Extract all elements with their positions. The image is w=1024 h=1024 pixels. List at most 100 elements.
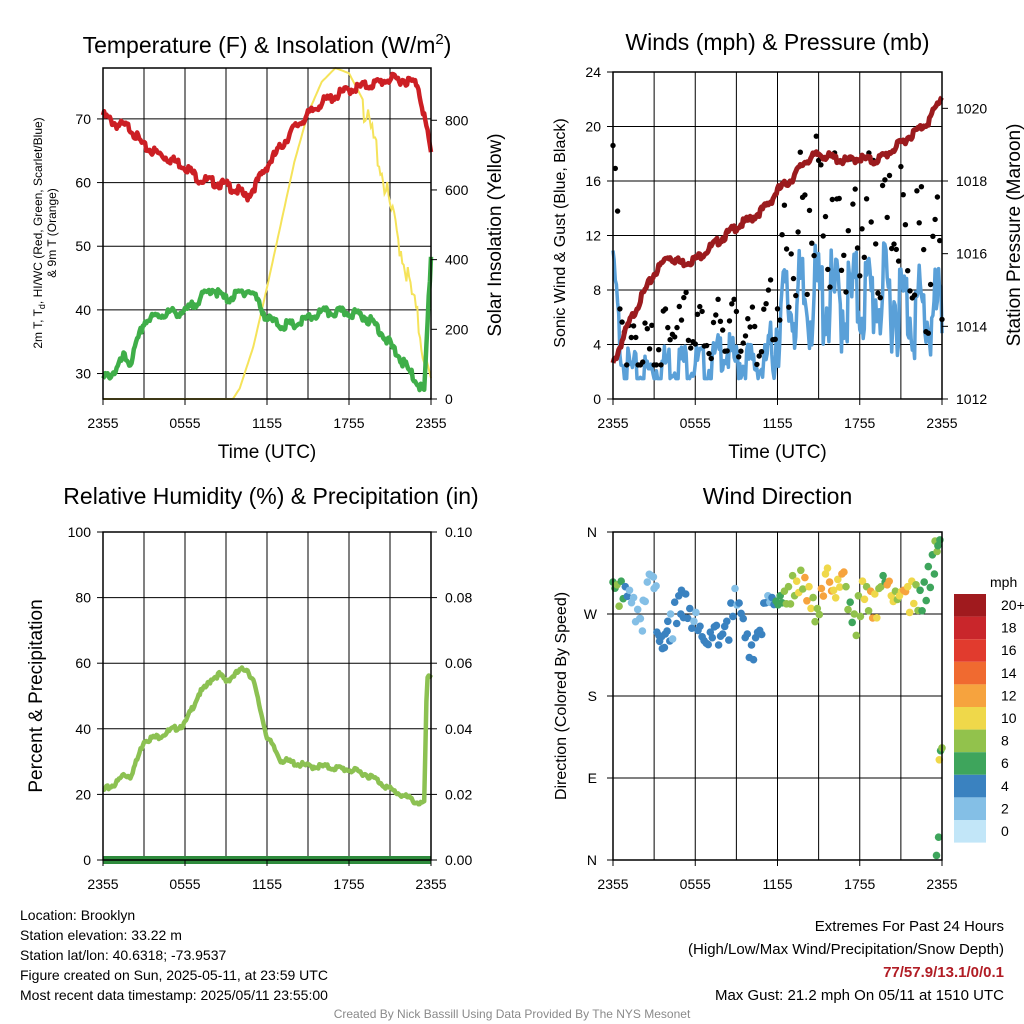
legend-swatch [954,684,986,707]
legend-swatch [954,616,986,640]
gust-point [825,266,831,273]
gust-point [729,301,735,307]
y-tick-label: 0 [83,852,91,868]
direction-tick-label: W [584,606,598,622]
direction-point [933,547,941,556]
gust-point [676,303,682,310]
legend-label: 8 [1001,733,1009,749]
direction-point [625,586,634,595]
gust-point [914,188,920,194]
gust-point [911,292,918,298]
gust-point [644,326,650,332]
x-tick-label: 1155 [762,415,792,431]
direction-point [696,622,704,631]
gust-point [937,237,943,244]
legend-swatch [954,797,986,820]
direction-point [688,624,696,632]
direction-point [623,592,632,601]
x-tick-label: 1755 [333,876,364,892]
y-tick-label: 20 [75,786,91,802]
gust-point [767,277,774,283]
gust-point [841,252,847,258]
direction-point [663,627,671,635]
direction-point [905,608,914,617]
gust-point [813,133,819,139]
direction-point [683,614,692,623]
y-tick-label: 60 [75,655,91,671]
x-tick-label: 1155 [252,876,282,892]
gust-point [726,318,733,324]
dir-ylabel: Direction (Colored By Speed) [553,592,570,800]
y-tick-label: 30 [75,366,91,382]
y-tick-label: 0 [593,391,601,407]
direction-point [817,584,826,593]
gust-point [884,214,890,221]
gust-point [845,228,851,234]
x-tick-label: 1755 [844,876,875,892]
direction-point [879,571,887,580]
legend-swatch [954,594,986,617]
gust-point [694,311,701,317]
gust-point [630,323,637,329]
direction-point [617,577,625,585]
direction-point [797,566,805,575]
gust-point [793,292,799,299]
gust-point [882,177,888,183]
direction-point [819,592,828,600]
direction-point [633,605,642,614]
direction-point [856,612,865,621]
gust-point [811,252,817,259]
gust-point [733,308,740,315]
direction-point [918,607,926,615]
x-tick-label: 2355 [415,415,446,431]
gust-point [656,347,662,353]
gust-point [713,312,719,318]
direction-point [815,610,824,619]
direction-point [873,614,881,622]
gust-point [624,362,630,368]
gust-point [685,337,692,343]
gust-point [662,306,669,312]
y-tick-label: 12 [585,228,601,244]
gust-point [886,172,893,179]
direction-point [749,655,758,664]
legend-swatch [954,707,986,730]
gust-point [697,303,703,310]
gust-point [619,319,625,325]
direction-point [825,578,834,586]
y-tick-label: 4 [593,337,601,353]
gust-point [930,233,936,239]
direction-point [704,640,712,649]
gust-point [715,296,721,302]
y-tick-label: 100 [68,524,92,540]
y2-tick-label: 0.10 [445,524,472,540]
gust-point [818,162,824,168]
gust-point [724,348,730,354]
gust-point [628,334,634,341]
legend-title: mph [990,574,1017,590]
direction-point [803,597,811,605]
gust-point [879,182,886,189]
gust-point [829,196,835,203]
x-tick-label: 2355 [87,876,118,892]
y2-tick-label: 200 [445,321,469,337]
direction-point [708,633,717,642]
y2-tick-label: 0.06 [445,655,472,671]
legend-label: 18 [1001,620,1017,636]
gust-point [774,306,781,312]
y-tick-label: 40 [75,302,91,318]
gust-point [809,240,815,246]
gust-point [868,219,874,225]
y2-tick-label: 0.02 [445,786,472,802]
gust-point [646,346,653,352]
direction-point [807,604,815,613]
latlon-text: Station lat/lon: 40.6318; -73.9537 [20,947,227,963]
x-tick-label: 0555 [169,876,200,892]
direction-point [739,614,747,623]
wind-xlabel: Time (UTC) [728,442,827,463]
gust-point [893,246,899,253]
direction-point [930,570,939,578]
gust-point [758,349,765,355]
dewpoint-line [101,256,434,393]
